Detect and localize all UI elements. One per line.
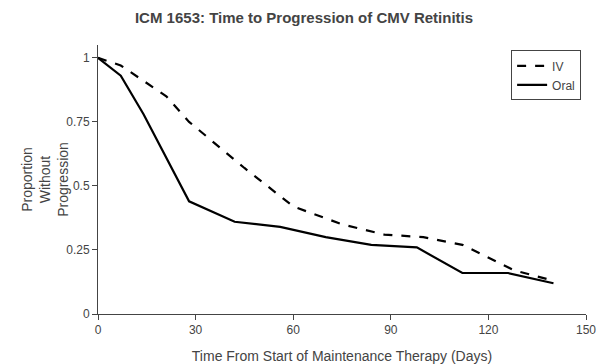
svg-text:60: 60	[287, 323, 301, 337]
svg-text:0.75: 0.75	[66, 115, 90, 129]
svg-text:150: 150	[576, 323, 596, 337]
svg-text:0.25: 0.25	[66, 243, 90, 257]
svg-text:90: 90	[384, 323, 398, 337]
svg-text:120: 120	[478, 323, 498, 337]
svg-text:Time From Start of Maintenance: Time From Start of Maintenance Therapy (…	[192, 348, 492, 364]
svg-text:1: 1	[83, 51, 90, 65]
svg-text:0.5: 0.5	[73, 179, 90, 193]
svg-text:0: 0	[83, 307, 90, 321]
svg-text:30: 30	[189, 323, 203, 337]
svg-text:0: 0	[95, 323, 102, 337]
svg-text:IV: IV	[552, 60, 563, 74]
svg-text:Oral: Oral	[552, 79, 575, 93]
svg-text:ICM 1653: Time to Progression: ICM 1653: Time to Progression of CMV Ret…	[135, 9, 473, 26]
svg-text:ProportionWithoutProgression: ProportionWithoutProgression	[19, 142, 71, 217]
